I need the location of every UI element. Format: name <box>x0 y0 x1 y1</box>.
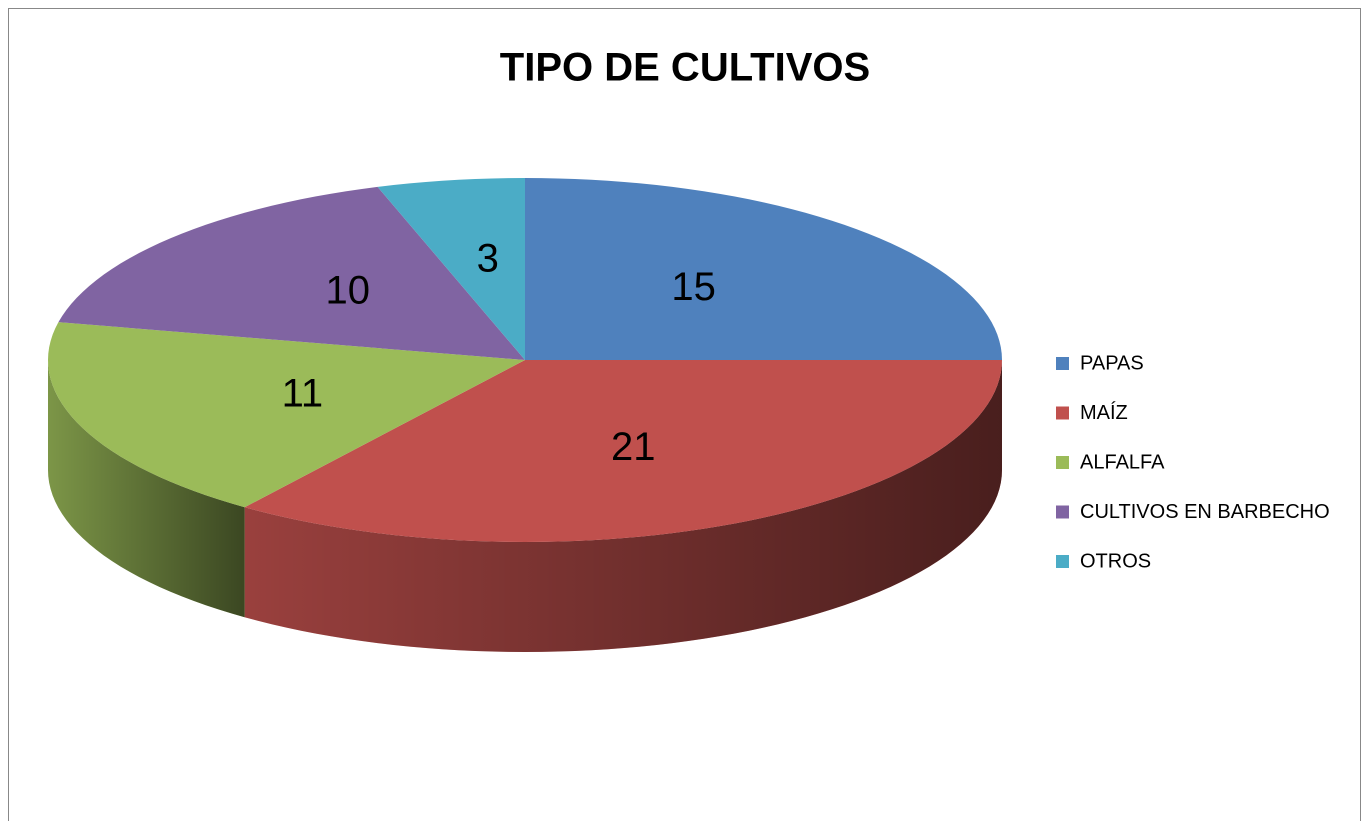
legend-swatch <box>1056 357 1069 370</box>
pie-slice <box>377 178 525 360</box>
pie-side-shade <box>48 360 245 618</box>
legend-label: CULTIVOS EN BARBECHO <box>1080 501 1330 523</box>
pie-slice <box>244 360 1002 542</box>
data-label: 21 <box>611 425 656 469</box>
data-label: 10 <box>326 269 371 313</box>
pie-side-shade <box>244 360 1002 652</box>
legend-label: PAPAS <box>1080 352 1144 374</box>
pie-slice <box>48 322 525 508</box>
data-label: 15 <box>671 265 716 309</box>
legend-label: OTROS <box>1080 550 1151 572</box>
legend-swatch <box>1056 505 1069 519</box>
data-label: 3 <box>477 237 499 281</box>
legend-swatch <box>1056 456 1069 469</box>
legend-label: ALFALFA <box>1080 451 1165 473</box>
legend-swatch <box>1056 406 1069 420</box>
pie-slice <box>525 178 1002 360</box>
chart-title: TIPO DE CULTIVOS <box>500 46 870 90</box>
pie-slice <box>58 186 526 360</box>
legend-label: MAÍZ <box>1080 401 1128 424</box>
data-label: 11 <box>282 371 324 415</box>
legend-swatch <box>1056 555 1069 568</box>
